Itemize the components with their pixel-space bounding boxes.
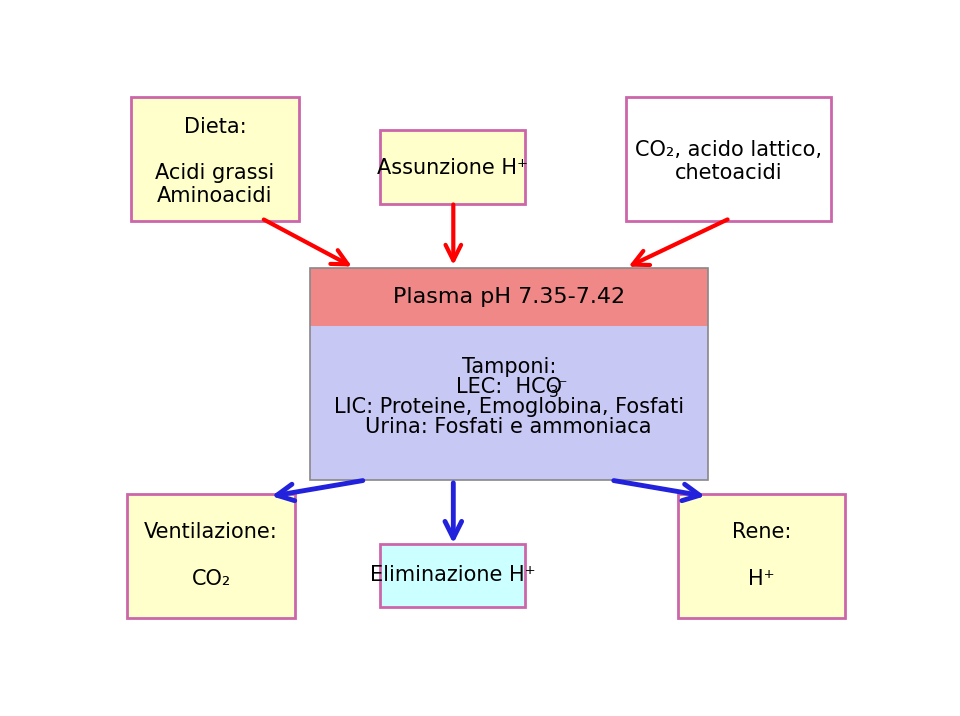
Text: LEC:  HCO: LEC: HCO	[456, 377, 563, 397]
Text: Rene:

H⁺: Rene: H⁺	[732, 523, 791, 589]
FancyBboxPatch shape	[310, 326, 708, 480]
Text: Ventilazione:

CO₂: Ventilazione: CO₂	[144, 523, 278, 589]
Text: ⁻: ⁻	[558, 377, 567, 395]
Text: Urina: Fosfati e ammoniaca: Urina: Fosfati e ammoniaca	[366, 417, 652, 437]
FancyBboxPatch shape	[626, 97, 830, 221]
Text: Dieta:

Acidi grassi
Aminoacidi: Dieta: Acidi grassi Aminoacidi	[156, 117, 275, 206]
FancyBboxPatch shape	[128, 494, 295, 618]
Text: CO₂, acido lattico,
chetoacidi: CO₂, acido lattico, chetoacidi	[635, 140, 822, 183]
Text: 3: 3	[548, 385, 559, 400]
Text: Tamponi:: Tamponi:	[462, 357, 556, 377]
FancyBboxPatch shape	[132, 97, 299, 221]
Text: Plasma pH 7.35-7.42: Plasma pH 7.35-7.42	[393, 287, 625, 307]
Text: LIC: Proteine, Emoglobina, Fosfati: LIC: Proteine, Emoglobina, Fosfati	[334, 397, 684, 417]
FancyBboxPatch shape	[310, 268, 708, 326]
Text: Assunzione H⁺: Assunzione H⁺	[377, 158, 528, 178]
FancyBboxPatch shape	[380, 543, 525, 607]
FancyBboxPatch shape	[380, 130, 525, 205]
FancyBboxPatch shape	[678, 494, 846, 618]
Text: Eliminazione H⁺: Eliminazione H⁺	[371, 566, 536, 586]
